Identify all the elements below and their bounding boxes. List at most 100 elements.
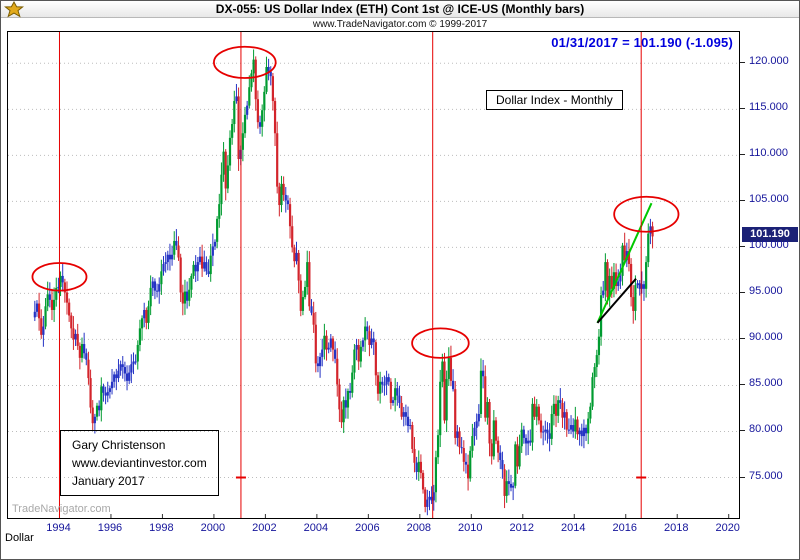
price-bar-body (349, 390, 352, 393)
year-axis-label: 1998 (149, 522, 174, 534)
price-bar-body (366, 326, 369, 332)
price-bar-body (334, 349, 337, 359)
price-bar-body (237, 96, 240, 160)
price-bar-body (649, 226, 652, 234)
price-bar-body (606, 262, 609, 298)
price-bar-body (280, 183, 283, 206)
price-bar-body (488, 402, 491, 444)
price-bar-body (632, 297, 635, 311)
price-bar-body (374, 342, 377, 376)
price-bar-body (537, 406, 540, 421)
price-bar-body (490, 443, 493, 457)
price-bar-body (381, 381, 384, 385)
price-bar-body (477, 413, 480, 422)
price-axis-label: 110.000 (749, 147, 788, 160)
price-bar-body (454, 389, 457, 438)
price-bar-body (181, 292, 184, 304)
price-bar-body (417, 461, 420, 472)
price-axis-label: 80.000 (749, 423, 783, 436)
year-axis-label: 2004 (303, 522, 329, 534)
price-bar-body (424, 489, 427, 507)
price-bar-body (529, 440, 532, 443)
price-bar-body (402, 412, 405, 417)
price-bar-body (198, 256, 202, 263)
price-bar-body (539, 420, 543, 433)
price-bar-body (117, 370, 120, 379)
highlight-ellipse (411, 327, 470, 359)
price-bar-body (466, 464, 470, 479)
price-bar-body (647, 233, 650, 263)
price-bar-body (346, 390, 350, 408)
price-bar-body (231, 124, 234, 138)
price-bar-body (340, 409, 343, 423)
credit-website: www.deviantinvestor.com (72, 456, 207, 470)
price-axis-tick (740, 292, 745, 294)
price-bar-body (241, 133, 244, 150)
credit-box: Gary Christenson www.deviantinvestor.com… (60, 430, 219, 496)
price-axis-label: 95.000 (749, 285, 783, 298)
price-bar-body (516, 444, 519, 467)
price-bar-body (432, 492, 435, 501)
price-bar-body (413, 448, 416, 463)
price-bar-body (617, 281, 620, 287)
price-bar-body (524, 437, 528, 444)
price-bar-body (499, 452, 502, 461)
price-axis-tick (740, 246, 745, 248)
price-bar-body (507, 481, 510, 484)
last-quote-readout: 01/31/2017 = 101.190 (-1.095) (551, 35, 733, 50)
price-chart-svg[interactable] (8, 32, 739, 518)
price-bar-body (503, 469, 506, 496)
price-bar-body (544, 429, 547, 432)
price-axis: 101.190 75.000 80.000 85.000 90.000 95.000 10… (740, 31, 799, 519)
price-bar-body (33, 311, 36, 318)
price-bar-body (78, 345, 81, 358)
chart-plot-area[interactable]: 01/31/2017 = 101.190 (-1.095) Dollar Ind… (7, 31, 740, 519)
price-bar-body (53, 299, 56, 310)
trendline (596, 278, 637, 324)
price-bar-body (80, 344, 84, 358)
price-bar-body (621, 245, 624, 276)
price-bar-body (387, 377, 390, 382)
price-bar-body (276, 133, 279, 187)
price-bar-body (364, 326, 367, 341)
price-bar-body (228, 137, 232, 166)
price-bar-body (587, 418, 590, 434)
price-bar-body (451, 380, 455, 390)
price-bar-body (74, 333, 77, 340)
price-bar-body (233, 101, 236, 125)
price-bar-body (595, 355, 598, 368)
price-bar-body (267, 66, 270, 72)
price-bar-body (243, 114, 247, 134)
price-bar-body (323, 335, 326, 350)
price-bar-body (158, 284, 161, 292)
price-bar-body (469, 450, 472, 479)
price-bar-body (391, 400, 395, 403)
price-bar-body (166, 254, 169, 263)
price-bar-body (610, 275, 613, 289)
price-bar-body (527, 440, 530, 444)
price-bar-body (535, 406, 538, 417)
year-axis-label: 2012 (509, 522, 535, 534)
price-axis-tick (740, 338, 745, 340)
price-bar-body (63, 282, 66, 293)
price-bar-body (106, 391, 109, 396)
price-bar-body (501, 460, 504, 470)
price-bar-body (557, 400, 560, 416)
price-axis-tick (740, 62, 745, 64)
price-bar-body (222, 151, 225, 175)
price-bar-body (188, 289, 191, 301)
price-bar-body (104, 392, 107, 396)
price-bar-body (404, 412, 407, 417)
price-bar-body (226, 165, 229, 189)
price-bar-body (473, 427, 476, 437)
price-bar-body (44, 306, 47, 327)
price-bar-body (98, 405, 101, 411)
year-axis-label: 2006 (355, 522, 380, 534)
price-bar-body (115, 374, 118, 379)
price-bar-body (143, 309, 146, 319)
price-bar-body (580, 430, 583, 437)
price-bar-body (462, 448, 465, 462)
year-axis-label: 2016 (612, 522, 637, 534)
price-bar-body (370, 338, 373, 345)
price-bar-body (91, 407, 94, 424)
